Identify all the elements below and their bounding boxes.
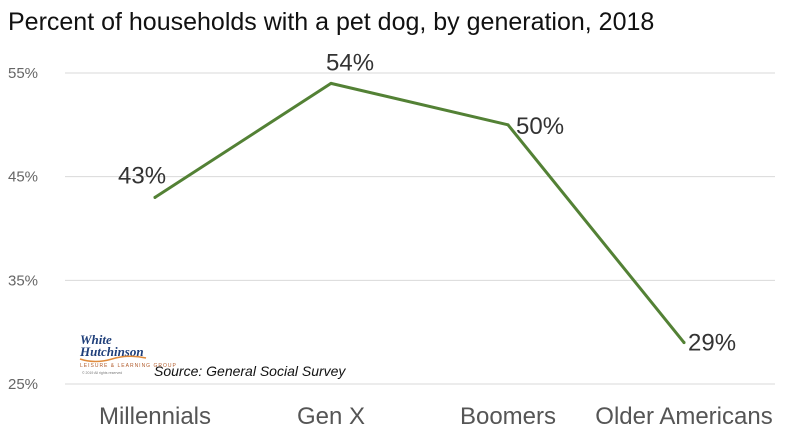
x-tick-label: Gen X bbox=[297, 403, 365, 430]
chart-title: Percent of households with a pet dog, by… bbox=[8, 8, 654, 36]
x-tick-label: Millennials bbox=[99, 403, 211, 430]
series-line bbox=[153, 81, 686, 345]
y-axis-ticks: 55% 45% 35% 25% bbox=[8, 65, 38, 393]
data-point bbox=[682, 341, 686, 345]
x-tick-label: Boomers bbox=[460, 403, 556, 430]
logo-line1: White bbox=[80, 332, 112, 347]
data-point bbox=[506, 123, 510, 127]
logo: White Hutchinson LEISURE & LEARNING GROU… bbox=[79, 332, 177, 375]
source-note: Source: General Social Survey bbox=[154, 363, 346, 379]
series-group bbox=[153, 81, 686, 345]
y-tick-label: 25% bbox=[8, 376, 38, 393]
gridlines bbox=[65, 72, 775, 385]
logo-swoosh-icon bbox=[79, 355, 147, 363]
data-label: 54% bbox=[326, 49, 374, 76]
y-tick-label: 45% bbox=[8, 169, 38, 186]
data-label: 50% bbox=[516, 113, 564, 140]
logo-line2: Hutchinson bbox=[79, 344, 144, 359]
data-point bbox=[153, 195, 157, 199]
data-label: 29% bbox=[688, 330, 736, 357]
logo-copyright: © 2019 All rights reserved bbox=[82, 371, 122, 375]
data-labels: 43% 54% 50% 29% bbox=[118, 49, 736, 356]
data-label: 43% bbox=[118, 162, 166, 189]
x-axis-ticks: Millennials Gen X Boomers Older Americans bbox=[99, 403, 773, 430]
logo-tagline: LEISURE & LEARNING GROUP bbox=[80, 363, 177, 369]
y-tick-label: 35% bbox=[8, 272, 38, 289]
y-tick-label: 55% bbox=[8, 65, 38, 82]
data-point bbox=[329, 81, 333, 85]
x-tick-label: Older Americans bbox=[595, 403, 772, 430]
